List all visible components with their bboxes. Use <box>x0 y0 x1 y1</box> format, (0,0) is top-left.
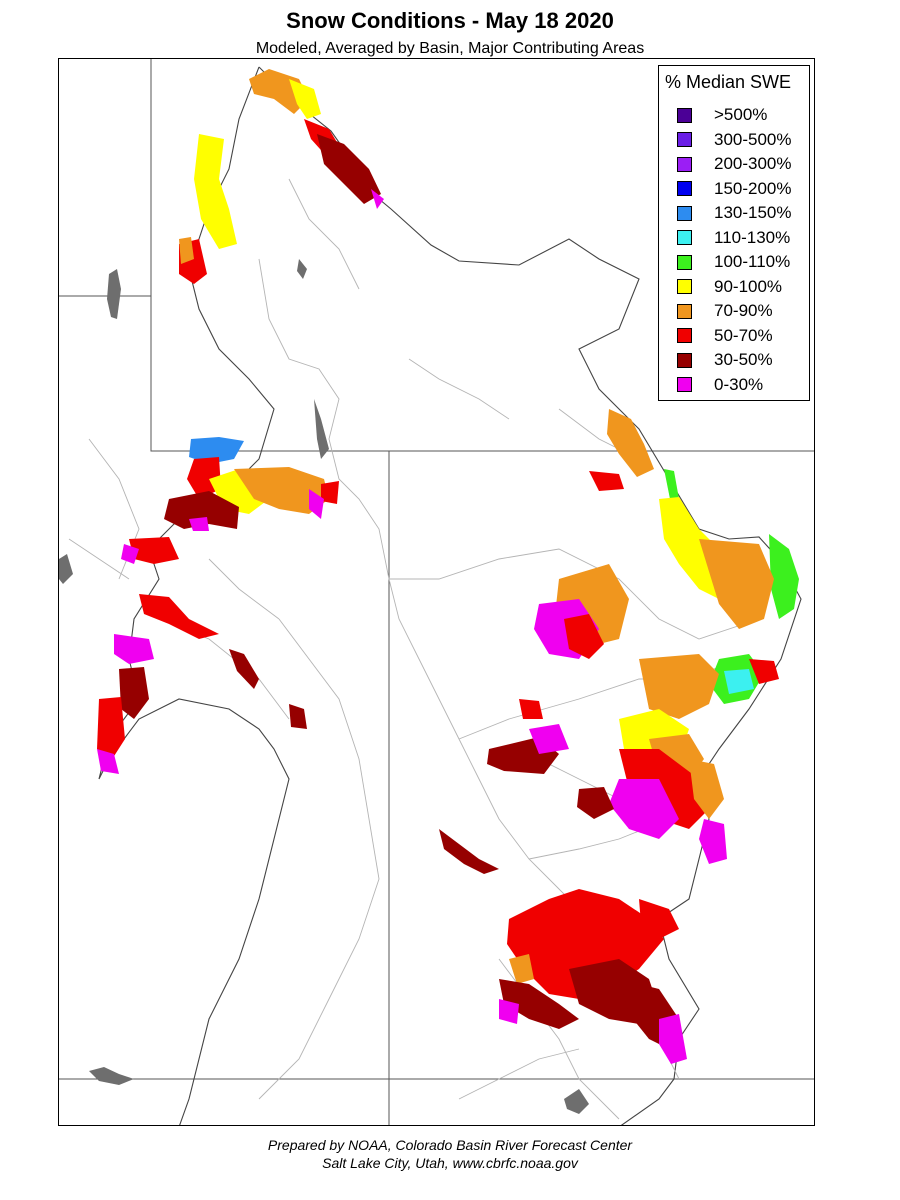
map-subtitle: Modeled, Averaged by Basin, Major Contri… <box>255 40 645 57</box>
legend-title: % Median SWE <box>665 72 792 92</box>
map-canvas: % Median SWE >500% 300-500% 200-300% 150… <box>59 59 814 1125</box>
legend-item: 50-70% <box>677 324 809 349</box>
legend-label: 90-100% <box>714 276 783 296</box>
legend-swatch <box>677 254 692 270</box>
legend-label: 130-150% <box>714 203 792 223</box>
legend-label: 150-200% <box>714 178 792 198</box>
legend-list: >500% 300-500% 200-300% 150-200% 130-150… <box>677 103 809 397</box>
legend-swatch <box>677 181 692 197</box>
legend-swatch <box>677 205 692 221</box>
legend-swatch <box>677 156 692 172</box>
legend-label: 110-130% <box>714 227 791 247</box>
state-borders <box>59 59 814 1125</box>
legend-label: 70-90% <box>714 301 773 321</box>
legend-label: >500% <box>714 105 768 125</box>
legend-swatch <box>677 303 692 319</box>
credit-line-1: Prepared by NOAA, Colorado Basin River F… <box>267 1137 633 1153</box>
map-frame: % Median SWE >500% 300-500% 200-300% 150… <box>58 58 815 1126</box>
legend-label: 300-500% <box>714 129 792 149</box>
legend: % Median SWE >500% 300-500% 200-300% 150… <box>658 65 810 401</box>
legend-item: 70-90% <box>677 299 809 324</box>
legend-label: 100-110% <box>714 252 791 272</box>
legend-item: 300-500% <box>677 128 809 153</box>
legend-item: 130-150% <box>677 201 809 226</box>
map-title: Snow Conditions - May 18 2020 <box>286 8 614 33</box>
legend-label: 30-50% <box>714 350 773 370</box>
legend-item: 110-130% <box>677 226 809 251</box>
legend-swatch <box>677 107 692 123</box>
snow-basins <box>97 69 799 1064</box>
legend-label: 50-70% <box>714 325 773 345</box>
legend-item: 100-110% <box>677 250 809 275</box>
legend-item: >500% <box>677 103 809 128</box>
legend-label: 200-300% <box>714 154 792 174</box>
legend-item: 200-300% <box>677 152 809 177</box>
legend-item: 30-50% <box>677 348 809 373</box>
legend-item: 0-30% <box>677 373 809 398</box>
legend-item: 150-200% <box>677 177 809 202</box>
legend-swatch <box>677 279 692 295</box>
legend-swatch <box>677 352 692 368</box>
credit-line-2: Salt Lake City, Utah, www.cbrfc.noaa.gov <box>322 1155 578 1171</box>
legend-item: 90-100% <box>677 275 809 300</box>
legend-swatch <box>677 230 692 246</box>
lakes <box>59 259 589 1114</box>
legend-swatch <box>677 328 692 344</box>
legend-label: 0-30% <box>714 374 764 394</box>
legend-swatch <box>677 132 692 148</box>
legend-swatch <box>677 377 692 393</box>
